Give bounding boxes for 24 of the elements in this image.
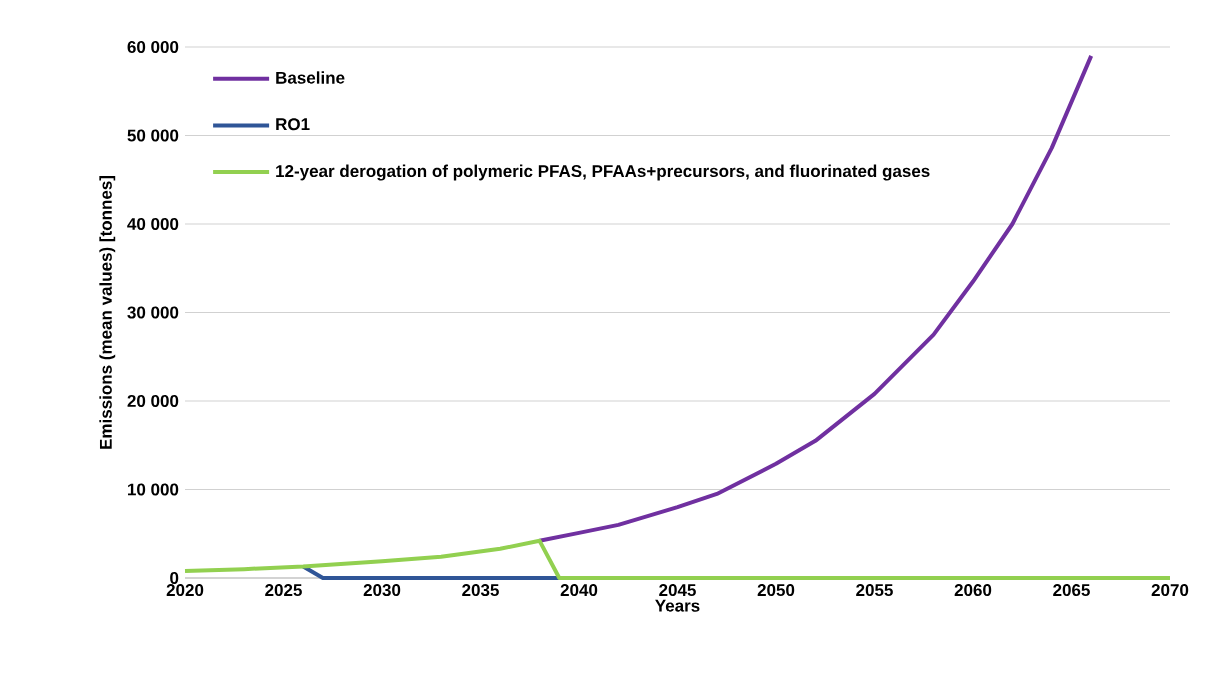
y-tick-label: 50 000 bbox=[127, 129, 179, 142]
x-tick-label: 2025 bbox=[265, 584, 302, 597]
x-axis-title: Years bbox=[655, 599, 700, 612]
line-series bbox=[183, 538, 1172, 580]
x-tick-label: 2030 bbox=[363, 584, 401, 597]
x-tick-label: 2065 bbox=[1053, 584, 1090, 597]
x-tick-label: 2045 bbox=[659, 584, 696, 597]
x-tick-label: 2020 bbox=[166, 584, 204, 597]
x-tick-label: 2035 bbox=[462, 584, 499, 597]
y-tick-label: 10 000 bbox=[128, 483, 179, 496]
y-tick-label: 30 000 bbox=[127, 306, 179, 319]
x-tick-label: 2055 bbox=[856, 584, 893, 597]
y-tick-label: 40 000 bbox=[127, 217, 179, 230]
x-tick-label: 2060 bbox=[954, 584, 992, 597]
x-tick-label: 2070 bbox=[1151, 584, 1189, 597]
legend-label: 12-year derogation of polymeric PFAS, PFAAs+precursors, and fluorinated gases bbox=[276, 164, 930, 181]
y-axis-title: Emissions (mean values) [tonnes] bbox=[99, 176, 116, 449]
y-tick-label: 60 000 bbox=[127, 41, 179, 54]
legend-label: RO1 bbox=[276, 118, 310, 131]
y-tick-label: 20 000 bbox=[127, 394, 179, 407]
legend-label: Baseline bbox=[276, 71, 345, 84]
x-tick-label: 2040 bbox=[560, 584, 598, 597]
y-tick-label: 0 bbox=[170, 571, 179, 584]
x-tick-label: 2050 bbox=[757, 584, 795, 597]
